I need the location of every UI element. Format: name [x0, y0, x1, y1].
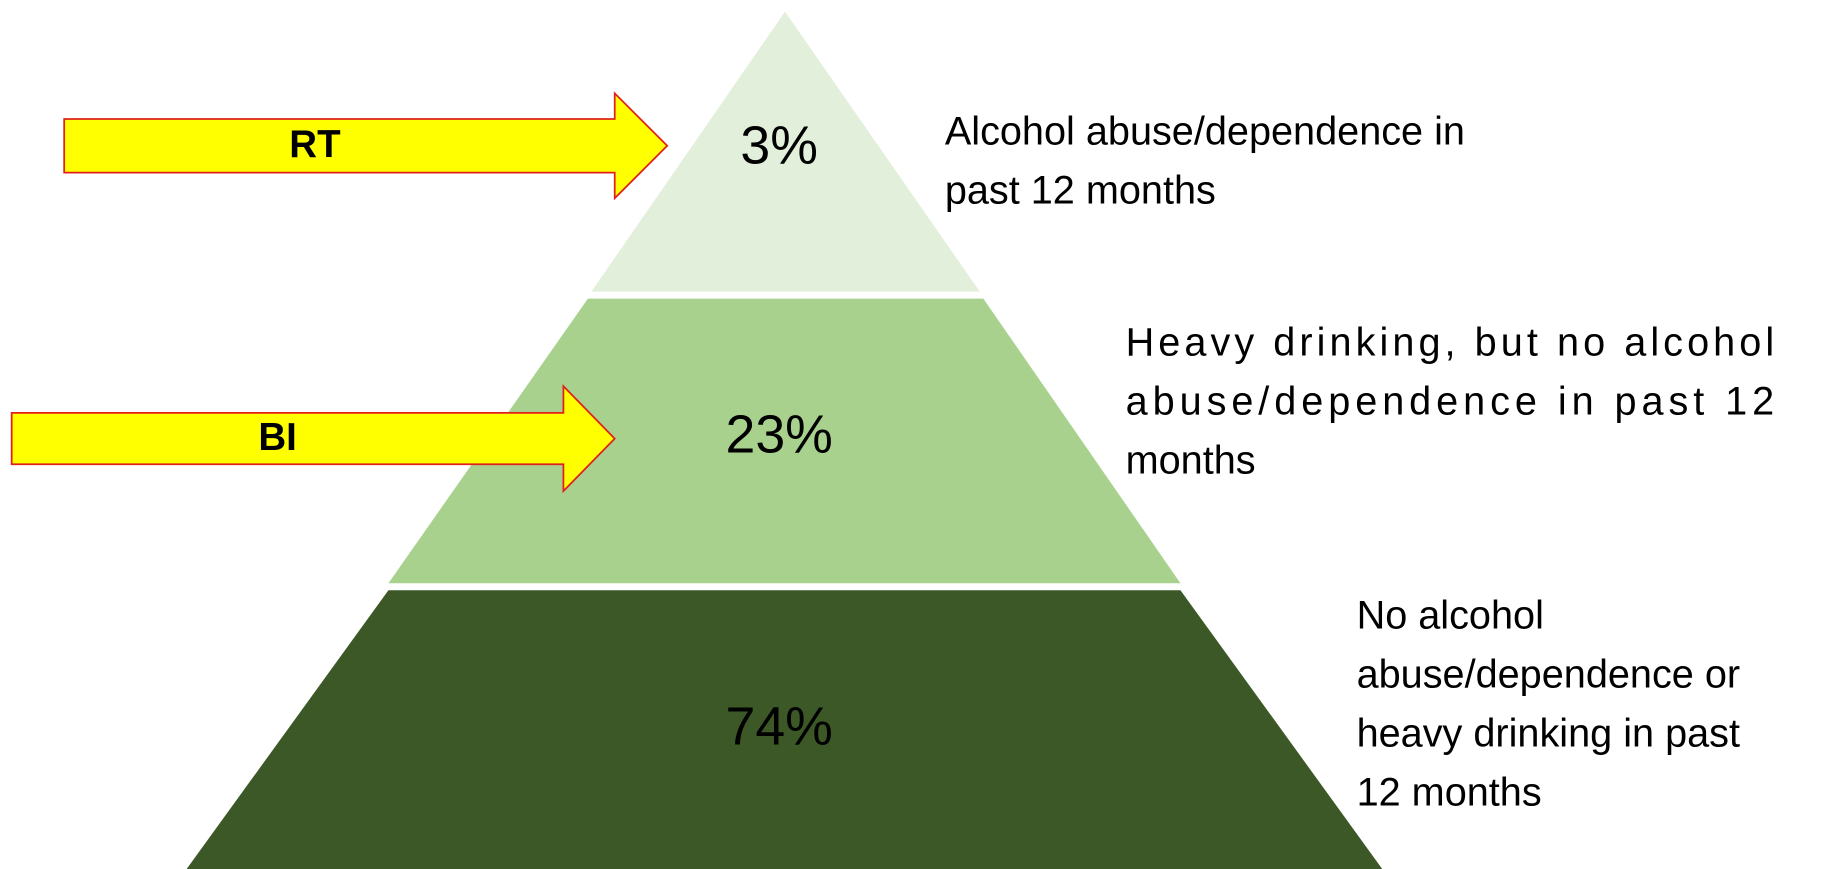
pyramid-tier: [186, 590, 1383, 869]
tier-description: months: [1126, 439, 1256, 483]
tier-description: past 12 months: [945, 169, 1216, 213]
tier-value: 3%: [740, 115, 818, 175]
tier-description: heavy drinking in past: [1357, 711, 1740, 755]
pyramid-tier: [591, 11, 980, 292]
tier-value: 23%: [726, 405, 833, 465]
tier-description: abuse/dependence in past 12: [1126, 380, 1775, 424]
tier-description: 12 months: [1357, 770, 1542, 814]
pyramid-tier: [388, 298, 1181, 584]
arrow-label: BI: [258, 416, 297, 459]
arrow: [63, 91, 669, 201]
tier-description: abuse/dependence or: [1357, 653, 1741, 697]
tier-description: Heavy drinking, but no alcohol: [1126, 321, 1775, 365]
tier-description: No alcohol: [1357, 594, 1544, 638]
arrow-label: RT: [289, 123, 341, 166]
arrow: [10, 383, 616, 494]
tier-value: 74%: [726, 696, 833, 756]
tier-description: Alcohol abuse/dependence in: [945, 110, 1465, 154]
